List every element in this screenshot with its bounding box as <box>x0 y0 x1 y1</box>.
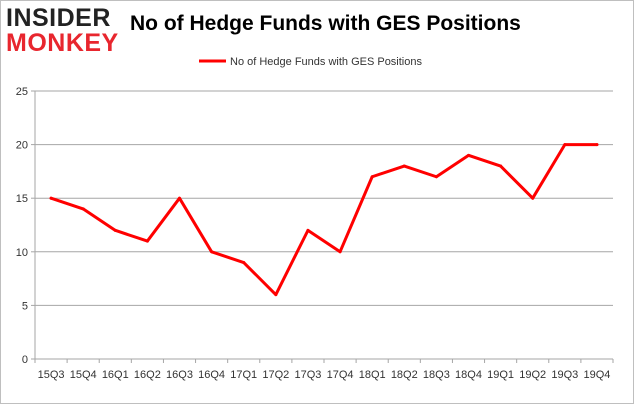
y-tick-label: 20 <box>16 140 28 152</box>
legend-label: No of Hedge Funds with GES Positions <box>230 56 422 68</box>
y-tick-label: 5 <box>22 300 28 312</box>
series-layer <box>49 143 599 297</box>
data-point <box>531 196 535 200</box>
data-point <box>434 175 438 179</box>
x-tick-label: 18Q4 <box>455 369 482 381</box>
data-point <box>563 143 567 147</box>
data-point <box>338 250 342 254</box>
logo-line-monkey: MONKEY <box>6 29 119 57</box>
series-line <box>49 143 599 297</box>
data-point <box>49 196 53 200</box>
x-tick-label: 18Q3 <box>423 369 450 381</box>
y-tick-label: 10 <box>16 247 28 259</box>
data-point <box>81 207 85 211</box>
insider-monkey-logo: INSIDER MONKEY <box>6 4 118 56</box>
x-tick-label: 17Q2 <box>262 369 289 381</box>
chart-title: No of Hedge Funds with GES Positions <box>130 12 521 35</box>
y-tick-label: 0 <box>22 354 28 366</box>
x-tick-label: 17Q1 <box>230 369 257 381</box>
data-point <box>274 293 278 297</box>
data-point <box>210 250 214 254</box>
y-tick-label: 15 <box>16 193 28 205</box>
data-point <box>499 164 503 168</box>
data-point <box>306 228 310 232</box>
legend: No of Hedge Funds with GES Positions <box>199 56 422 68</box>
x-tick-label: 19Q1 <box>487 369 514 381</box>
x-tick-label: 18Q1 <box>359 369 386 381</box>
x-tick-label: 17Q3 <box>294 369 321 381</box>
x-tick-label: 16Q4 <box>198 369 225 381</box>
data-point <box>242 261 246 265</box>
logo-line-insider: INSIDER <box>6 4 111 32</box>
x-tick-label: 19Q4 <box>583 369 610 381</box>
x-tick-label: 19Q2 <box>519 369 546 381</box>
data-point <box>595 143 599 147</box>
x-tick-label: 18Q2 <box>391 369 418 381</box>
x-tick-label: 15Q3 <box>38 369 65 381</box>
data-point <box>145 239 149 243</box>
x-tick-label: 15Q4 <box>70 369 97 381</box>
data-point <box>178 196 181 200</box>
y-tick-label: 25 <box>16 86 28 98</box>
x-tick-label: 16Q1 <box>102 369 129 381</box>
data-point <box>467 153 470 157</box>
x-tick-label: 16Q3 <box>166 369 193 381</box>
data-point <box>113 228 117 232</box>
x-tick-label: 17Q4 <box>327 369 354 381</box>
data-point <box>402 164 406 168</box>
gridlines <box>35 90 613 306</box>
axes <box>34 91 613 360</box>
y-axis-ticks: 0 5 10 15 20 25 <box>16 86 35 366</box>
x-tick-label: 19Q3 <box>551 369 578 381</box>
data-point <box>370 175 374 179</box>
x-tick-label: 16Q2 <box>134 369 161 381</box>
x-axis-ticks: 15Q3 15Q4 16Q1 16Q2 16Q3 16Q4 17Q1 17Q2 17Q3 17Q4… <box>34 359 614 381</box>
